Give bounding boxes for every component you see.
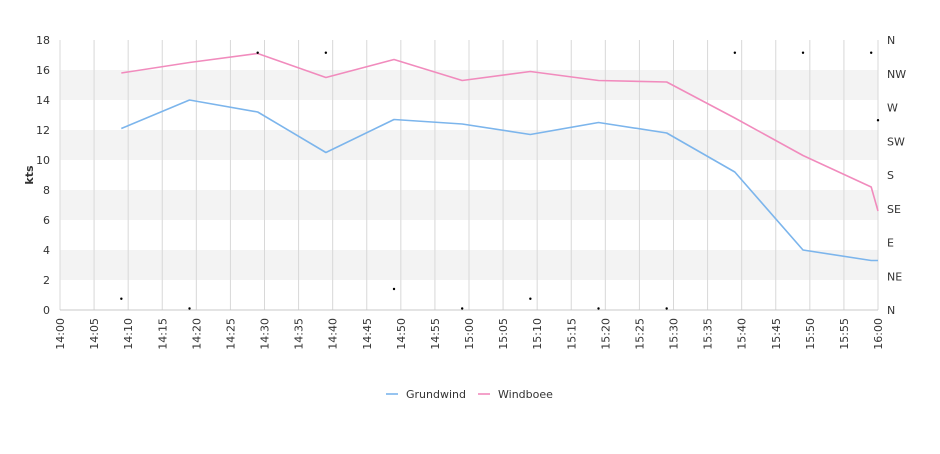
x-tick-label: 16:00 xyxy=(872,318,885,350)
direction-point xyxy=(461,307,463,309)
y-tick-label: 16 xyxy=(36,64,50,77)
legend-label: Grundwind xyxy=(406,388,466,401)
direction-point xyxy=(870,52,872,54)
direction-point xyxy=(665,307,667,309)
y-tick-label: 0 xyxy=(43,304,50,317)
x-tick-label: 14:30 xyxy=(259,318,272,350)
direction-tick-label: N xyxy=(887,304,895,317)
direction-point xyxy=(188,307,190,309)
x-tick-label: 14:50 xyxy=(395,318,408,350)
y-axis-title: kts xyxy=(23,165,36,185)
direction-point xyxy=(877,119,879,121)
x-tick-label: 14:35 xyxy=(293,318,306,350)
y-tick-label: 4 xyxy=(43,244,50,257)
direction-axis-ticks: N NE E SE S SW W NW N xyxy=(887,34,906,317)
y-tick-label: 12 xyxy=(36,124,50,137)
direction-point xyxy=(120,298,122,300)
x-tick-label: 14:25 xyxy=(224,318,237,350)
direction-tick-label: N xyxy=(887,34,895,47)
x-tick-label: 15:05 xyxy=(497,318,510,350)
x-tick-label: 15:20 xyxy=(599,318,612,350)
y-tick-label: 8 xyxy=(43,184,50,197)
x-tick-label: 15:35 xyxy=(702,318,715,350)
x-tick-label: 14:45 xyxy=(361,318,374,350)
x-tick-label: 15:50 xyxy=(804,318,817,350)
x-tick-label: 15:30 xyxy=(668,318,681,350)
direction-tick-label: NW xyxy=(887,68,906,81)
legend[interactable]: Grundwind Windboee xyxy=(386,388,553,401)
direction-point xyxy=(597,307,599,309)
y-tick-label: 2 xyxy=(43,274,50,287)
direction-tick-label: SE xyxy=(887,203,901,216)
x-tick-label: 15:10 xyxy=(531,318,544,350)
y-tick-label: 6 xyxy=(43,214,50,227)
x-tick-label: 15:45 xyxy=(770,318,783,350)
direction-point xyxy=(325,52,327,54)
direction-point xyxy=(734,52,736,54)
y-tick-label: 10 xyxy=(36,154,50,167)
series-line-grundwind xyxy=(121,100,878,261)
x-tick-label: 15:40 xyxy=(736,318,749,350)
direction-point xyxy=(393,288,395,290)
direction-tick-label: S xyxy=(887,169,894,182)
direction-tick-label: W xyxy=(887,102,898,115)
y-tick-label: 14 xyxy=(36,94,50,107)
direction-point xyxy=(256,52,258,54)
x-tick-label: 14:20 xyxy=(190,318,203,350)
direction-point xyxy=(529,298,531,300)
direction-tick-label: E xyxy=(887,237,894,250)
x-tick-label: 15:00 xyxy=(463,318,476,350)
x-tick-label: 14:55 xyxy=(429,318,442,350)
x-tick-label: 15:15 xyxy=(565,318,578,350)
x-tick-label: 15:55 xyxy=(838,318,851,350)
x-tick-label: 14:05 xyxy=(88,318,101,350)
x-axis-ticks: 14:00 14:05 14:10 14:15 14:20 14:25 14:30 14:35… xyxy=(54,318,885,350)
x-tick-label: 14:10 xyxy=(122,318,135,350)
x-tick-label: 14:00 xyxy=(54,318,67,350)
x-tick-label: 14:40 xyxy=(327,318,340,350)
x-tick-label: 14:15 xyxy=(156,318,169,350)
legend-label: Windboee xyxy=(498,388,553,401)
y-tick-label: 18 xyxy=(36,34,50,47)
direction-tick-label: NE xyxy=(887,270,902,283)
direction-point xyxy=(802,52,804,54)
y-axis-ticks: 0 2 4 6 8 10 12 14 16 18 xyxy=(36,34,50,317)
x-tick-label: 15:25 xyxy=(633,318,646,350)
direction-tick-label: SW xyxy=(887,135,905,148)
